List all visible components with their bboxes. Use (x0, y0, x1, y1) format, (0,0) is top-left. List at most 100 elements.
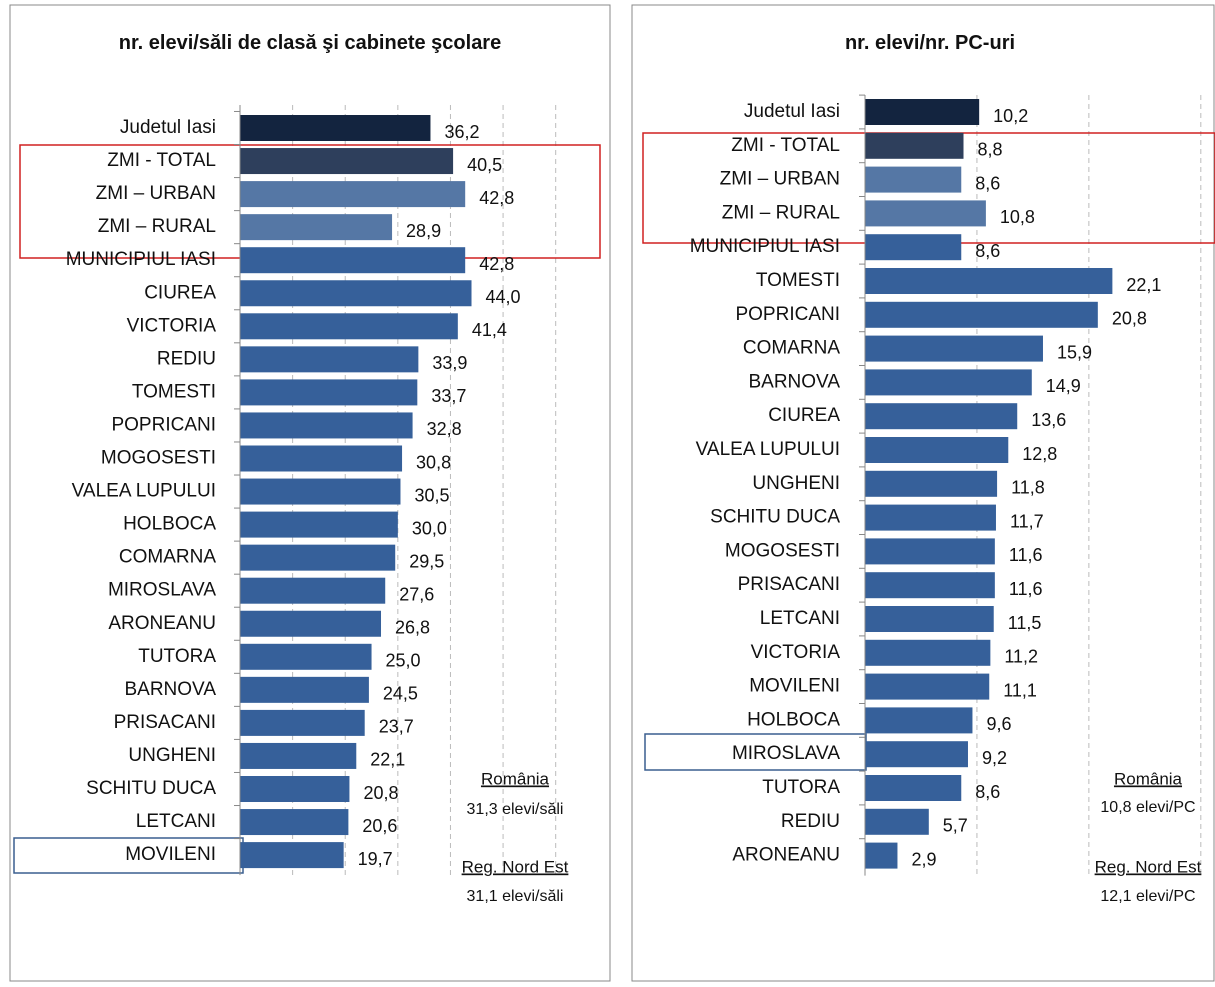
value-label: 27,6 (399, 584, 434, 604)
value-label: 11,1 (1003, 680, 1037, 700)
value-label: 20,8 (363, 783, 398, 803)
value-label: 28,9 (406, 221, 441, 241)
value-label: 24,5 (383, 684, 418, 704)
bar (240, 247, 466, 274)
category-label: TUTORA (762, 777, 840, 798)
value-label: 30,5 (414, 485, 449, 505)
value-label: 5,7 (943, 816, 968, 836)
bar (240, 313, 458, 340)
bar (865, 504, 996, 531)
category-label: Judetul Iasi (120, 117, 216, 138)
value-label: 30,0 (412, 518, 447, 538)
category-label: BARNOVA (748, 371, 840, 392)
category-label: COMARNA (119, 547, 216, 568)
category-label: HOLBOCA (747, 709, 840, 730)
annotation: România (481, 769, 550, 788)
bar (865, 606, 994, 632)
category-label: POPRICANI (735, 304, 840, 325)
bar (865, 775, 962, 801)
bar (865, 268, 1113, 294)
bar (865, 639, 991, 666)
bar (240, 809, 349, 836)
bar (865, 403, 1018, 430)
value-label: 11,5 (1008, 613, 1042, 633)
value-label: 11,7 (1010, 511, 1044, 531)
bar (240, 709, 365, 736)
bar (865, 673, 990, 700)
value-label: 23,7 (379, 717, 414, 737)
category-label: MUNICIPIUL IASI (690, 236, 840, 257)
category-label: REDIU (781, 811, 840, 832)
bar (865, 132, 964, 159)
category-label: VALEA LUPULUI (696, 439, 840, 460)
category-label: Judetul Iasi (744, 101, 840, 122)
category-label: REDIU (157, 348, 216, 369)
value-label: 20,6 (362, 816, 397, 836)
bar (240, 280, 472, 307)
category-label: MOVILENI (749, 676, 840, 697)
value-label: 22,1 (370, 750, 405, 770)
category-label: VICTORIA (127, 315, 217, 336)
category-label: ZMI – URBAN (720, 169, 840, 190)
category-label: TOMESTI (756, 270, 840, 291)
bar (865, 200, 986, 227)
category-label: ZMI – RURAL (98, 216, 216, 237)
value-label: 8,6 (975, 173, 1000, 193)
value-label: 22,1 (1126, 275, 1161, 295)
value-label: 9,2 (982, 748, 1007, 768)
value-label: 8,6 (975, 241, 1000, 261)
bar (865, 842, 898, 869)
bar (240, 379, 418, 406)
bar (240, 412, 413, 439)
annotation: România (1114, 769, 1183, 788)
category-label: VICTORIA (751, 642, 841, 663)
bar (865, 335, 1043, 362)
chart-title: nr. elevi/nr. PC-uri (844, 32, 1016, 54)
category-label: ZMI - TOTAL (107, 150, 216, 171)
category-label: TUTORA (138, 646, 216, 667)
category-label: MOGOSESTI (101, 448, 216, 469)
category-label: PRISACANI (738, 574, 840, 595)
value-label: 11,2 (1004, 647, 1038, 667)
value-label: 30,8 (416, 452, 451, 472)
annotation: Reg. Nord Est (1095, 857, 1202, 876)
title-box: nr. elevi/nr. PC-uri (844, 32, 1016, 54)
bar (240, 742, 357, 769)
panel-border (631, 4, 1215, 982)
bar (240, 676, 369, 703)
bar (865, 437, 1009, 463)
bar (865, 99, 980, 125)
value-label: 11,8 (1011, 478, 1045, 498)
bar (865, 369, 1032, 396)
bar (240, 544, 396, 571)
category-label: CIUREA (144, 282, 216, 303)
value-label: 36,2 (444, 122, 479, 142)
annotation: Reg. Nord Est (462, 857, 569, 876)
bar (865, 707, 973, 734)
bar (865, 166, 962, 193)
value-label: 33,9 (432, 353, 467, 373)
bar (240, 842, 344, 869)
bar (240, 214, 393, 241)
bar (240, 115, 431, 141)
value-label: 11,6 (1009, 545, 1043, 565)
category-label: VALEA LUPULUI (72, 481, 216, 502)
category-label: SCHITU DUCA (86, 778, 216, 799)
bar (865, 470, 998, 497)
panel-border (9, 4, 611, 982)
value-label: 10,2 (993, 106, 1028, 126)
category-label: LETCANI (760, 608, 840, 629)
value-label: 8,8 (978, 140, 1003, 160)
bar (240, 346, 419, 373)
bar (240, 478, 401, 505)
category-label: CIUREA (768, 405, 840, 426)
value-label: 25,0 (386, 651, 421, 671)
category-label: POPRICANI (111, 414, 216, 435)
bar (865, 301, 1098, 328)
bar (240, 445, 403, 472)
bar (865, 538, 995, 565)
bar (865, 808, 929, 835)
value-label: 33,7 (431, 386, 466, 406)
category-label: TOMESTI (132, 381, 216, 402)
